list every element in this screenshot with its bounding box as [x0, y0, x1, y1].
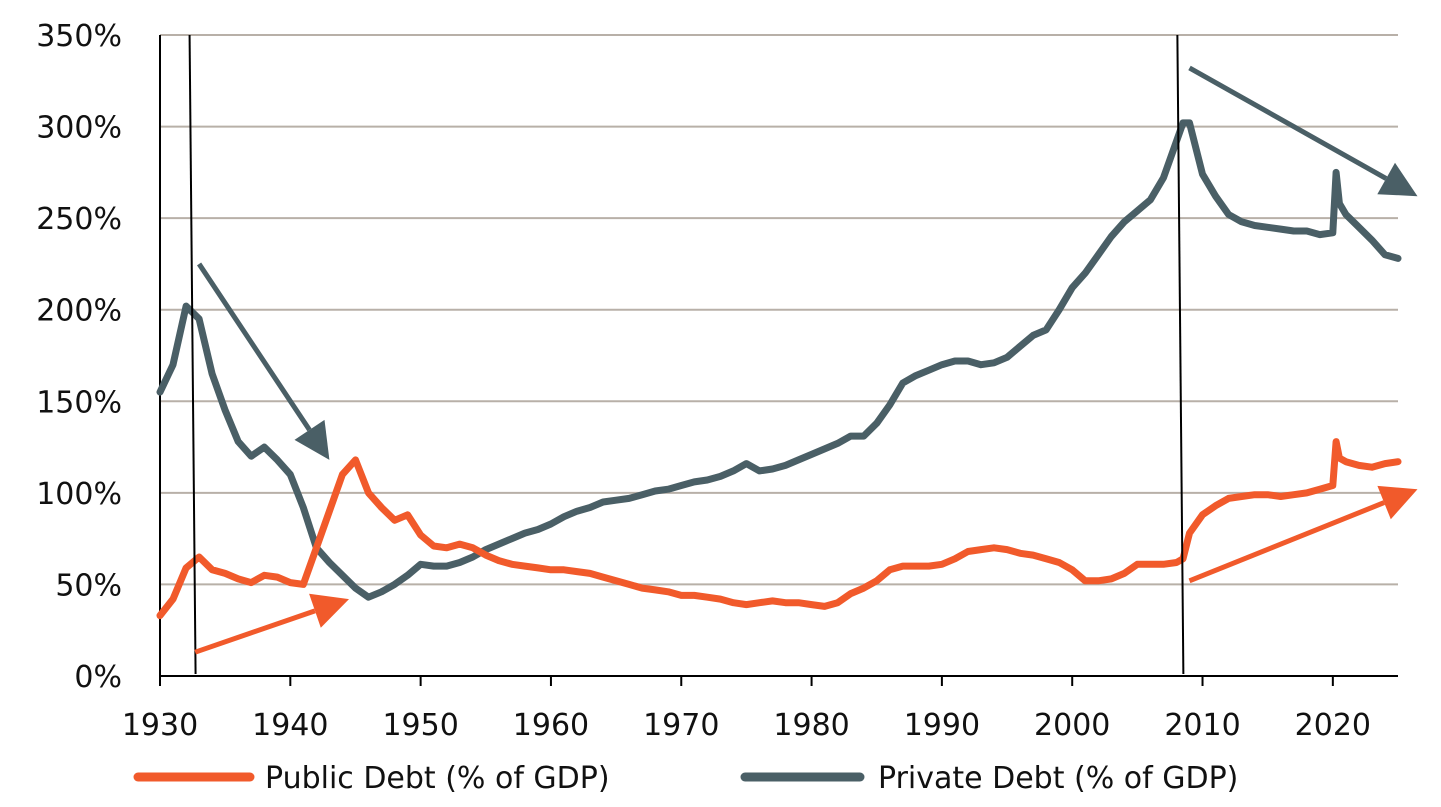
- y-tick-labels: 0% 50% 100% 150% 200% 250% 300% 350%: [36, 19, 122, 695]
- legend-label-public: Public Debt (% of GDP): [265, 761, 610, 796]
- trend-arrow-public-up-shaft: [194, 608, 316, 655]
- y-tick-label: 150%: [36, 385, 122, 420]
- series-line-public: [156, 438, 1402, 620]
- y-tick-label: 250%: [36, 202, 122, 237]
- vertical-marker-line: [1176, 34, 1185, 675]
- x-tick-label: 2010: [1164, 708, 1240, 743]
- x-tick-label: 2020: [1295, 708, 1371, 743]
- vertical-marker-line: [188, 34, 197, 675]
- y-tick-label: 300%: [36, 111, 122, 146]
- axes: [159, 35, 1398, 686]
- y-tick-label: 350%: [36, 19, 122, 54]
- x-tick-label: 1960: [513, 708, 589, 743]
- trend-arrow-private-down-head: [294, 419, 330, 460]
- x-tick-labels: 1930 1940 1950 1960 1970 1980 1990 2000 2010 2020: [122, 708, 1371, 743]
- y-tick-label: 0%: [74, 660, 122, 695]
- trend-arrow-public-up-head: [309, 593, 349, 628]
- series-lines: [156, 119, 1402, 620]
- legend: Public Debt (% of GDP) Private Debt (% of…: [133, 761, 1238, 796]
- trend-arrow-private-down-shaft: [197, 262, 312, 432]
- x-tick-label: 1950: [382, 708, 458, 743]
- trend-arrow-public-up-shaft: [1188, 500, 1386, 584]
- series-line-private: [156, 119, 1402, 601]
- x-tick-label: 1970: [643, 708, 719, 743]
- grid-lines: [160, 34, 1398, 586]
- trend-arrow-public-up-head: [1377, 485, 1418, 520]
- y-tick-label: 200%: [36, 294, 122, 329]
- y-tick-label: 100%: [36, 477, 122, 512]
- x-tick-label: 1930: [122, 708, 198, 743]
- trend-arrow-private-down-shaft: [1188, 65, 1388, 181]
- y-tick-label: 50%: [55, 568, 122, 603]
- x-tick-label: 1990: [904, 708, 980, 743]
- x-tick-label: 2000: [1034, 708, 1110, 743]
- x-tick-label: 1940: [252, 708, 328, 743]
- annotations: [188, 34, 1418, 675]
- trend-arrow-private-down-head: [1377, 162, 1418, 197]
- x-tick-label: 1980: [773, 708, 849, 743]
- legend-label-private: Private Debt (% of GDP): [878, 761, 1238, 796]
